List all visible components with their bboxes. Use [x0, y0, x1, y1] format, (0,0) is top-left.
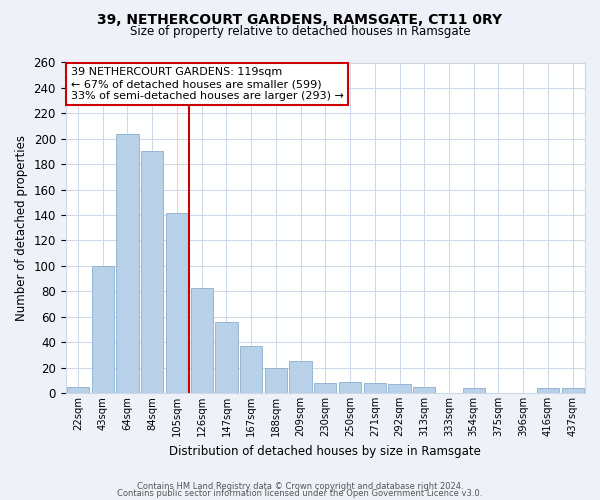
- Text: 39, NETHERCOURT GARDENS, RAMSGATE, CT11 0RY: 39, NETHERCOURT GARDENS, RAMSGATE, CT11 …: [97, 12, 503, 26]
- Bar: [562, 388, 584, 393]
- Text: 39 NETHERCOURT GARDENS: 119sqm
← 67% of detached houses are smaller (599)
33% of: 39 NETHERCOURT GARDENS: 119sqm ← 67% of …: [71, 68, 344, 100]
- Y-axis label: Number of detached properties: Number of detached properties: [15, 135, 28, 321]
- Text: Size of property relative to detached houses in Ramsgate: Size of property relative to detached ho…: [130, 25, 470, 38]
- Bar: [191, 288, 213, 393]
- X-axis label: Distribution of detached houses by size in Ramsgate: Distribution of detached houses by size …: [169, 444, 481, 458]
- Bar: [413, 386, 436, 393]
- Bar: [537, 388, 559, 393]
- Bar: [314, 383, 337, 393]
- Bar: [141, 152, 163, 393]
- Bar: [265, 368, 287, 393]
- Bar: [364, 383, 386, 393]
- Bar: [240, 346, 262, 393]
- Text: Contains public sector information licensed under the Open Government Licence v3: Contains public sector information licen…: [118, 490, 482, 498]
- Bar: [166, 212, 188, 393]
- Text: Contains HM Land Registry data © Crown copyright and database right 2024.: Contains HM Land Registry data © Crown c…: [137, 482, 463, 491]
- Bar: [289, 361, 312, 393]
- Bar: [215, 322, 238, 393]
- Bar: [92, 266, 114, 393]
- Bar: [116, 134, 139, 393]
- Bar: [388, 384, 410, 393]
- Bar: [67, 386, 89, 393]
- Bar: [463, 388, 485, 393]
- Bar: [339, 382, 361, 393]
